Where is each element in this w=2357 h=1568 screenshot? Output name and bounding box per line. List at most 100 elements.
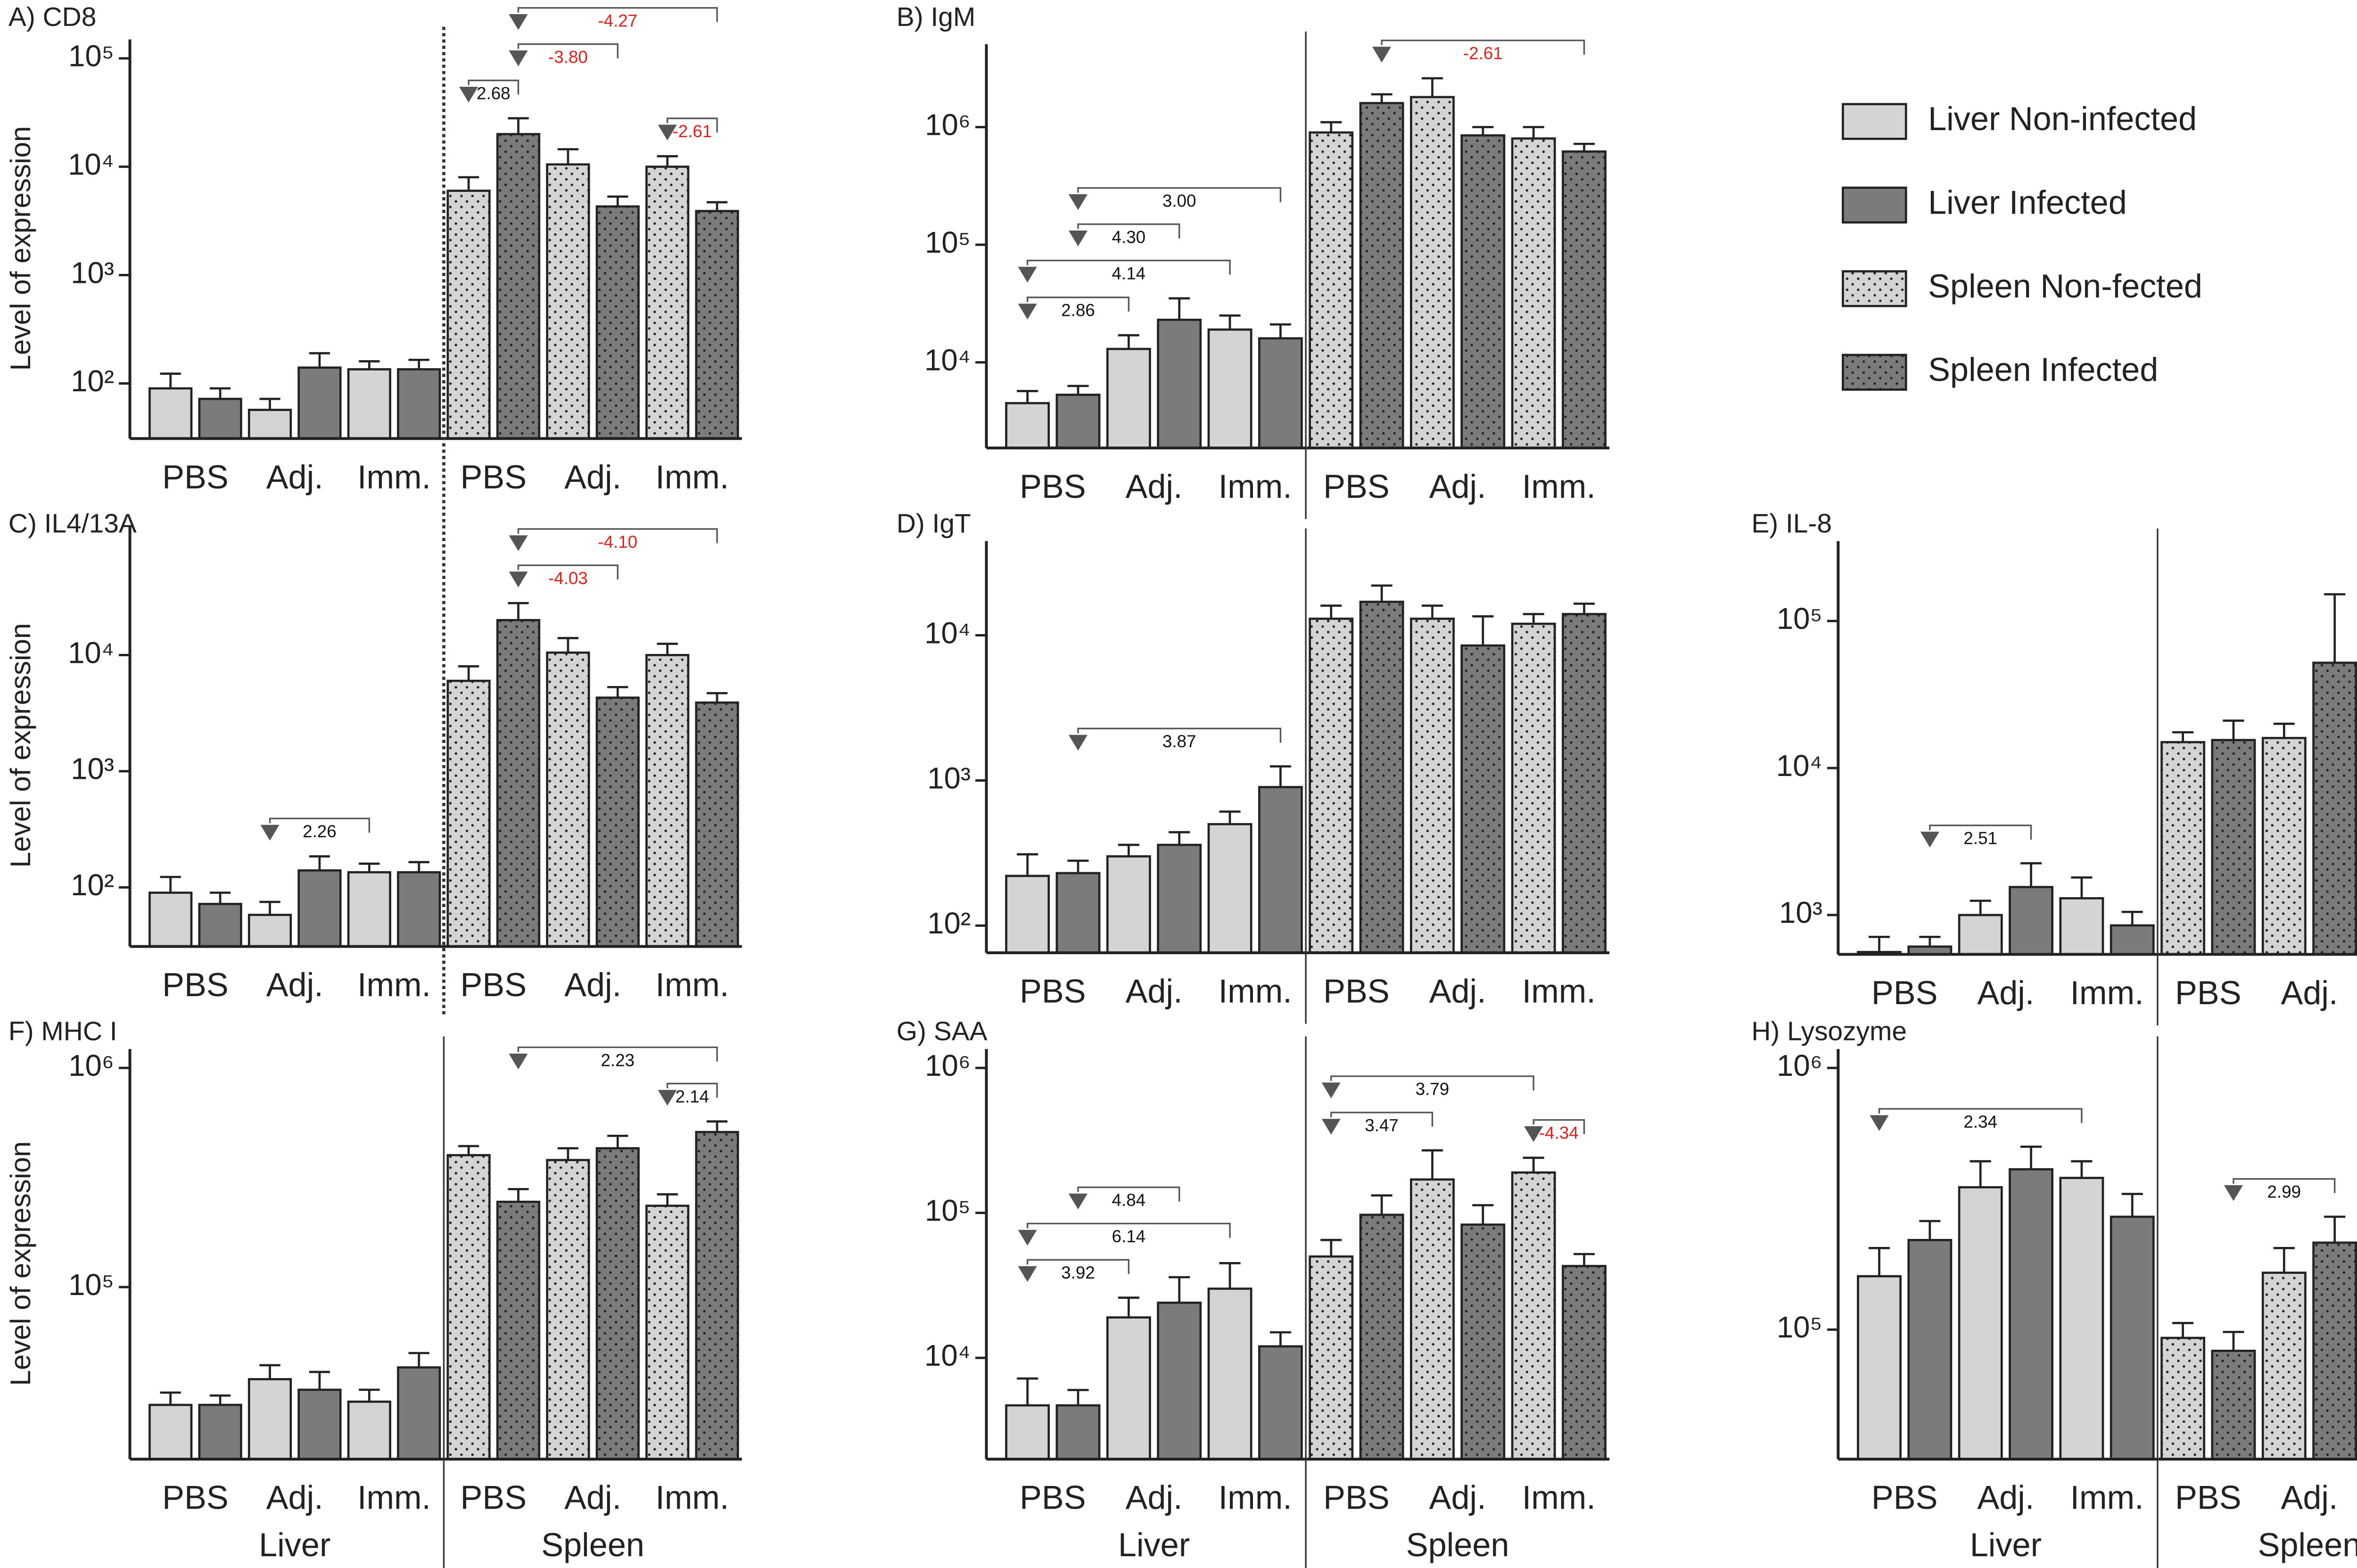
bar [1106, 855, 1151, 954]
x-tick-label: Imm. [2070, 1479, 2144, 1516]
comparison-bracket [1026, 1222, 1231, 1238]
bar [2009, 1168, 2053, 1461]
y-tick-label: 10² [927, 907, 971, 940]
comparison-arrow [509, 1053, 528, 1070]
x-tick-label: Adj. [2281, 1479, 2338, 1516]
panel-title: A) CD8 [8, 2, 96, 32]
comparison-arrow [1372, 47, 1392, 63]
bar [1958, 914, 2003, 956]
y-tick-label: 10⁴ [1776, 749, 1822, 783]
y-tick-label: 10⁵ [1777, 1311, 1822, 1344]
x-tick-label: PBS [461, 458, 527, 495]
bar [1511, 622, 1556, 954]
comparison-bracket [1077, 223, 1180, 239]
bar [1055, 394, 1101, 449]
comparison-label: 4.14 [1112, 264, 1146, 283]
bar [2261, 1271, 2307, 1461]
x-tick-label: Adj. [1125, 1479, 1182, 1516]
bar [2312, 1241, 2357, 1461]
comparison-label: 2.68 [477, 83, 511, 103]
y-tick-label: 10³ [1779, 896, 1822, 930]
x-tick-label: Imm. [2070, 974, 2144, 1011]
bar [446, 679, 491, 948]
comparison-arrow [1018, 266, 1037, 283]
bar [198, 903, 242, 948]
comparison-label: 4.84 [1112, 1190, 1146, 1210]
bar [1511, 137, 1556, 449]
x-tick-label: PBS [2175, 1479, 2242, 1516]
y-tick-label: 10² [71, 364, 114, 398]
comparison-bracket [517, 7, 718, 22]
x-tick-label: Adj. [2281, 974, 2338, 1011]
panel-title: C) IL4/13A [8, 509, 137, 538]
x-tick-label: Imm. [1219, 1479, 1292, 1516]
x-tick-label: Imm. [655, 966, 729, 1003]
comparison-label: 3.79 [1416, 1080, 1450, 1099]
bar [297, 1388, 342, 1461]
comparison-bracket [468, 79, 519, 95]
comparison-arrow [1524, 1126, 1543, 1142]
comparison-arrow [1068, 194, 1088, 210]
comparison-bracket [1026, 259, 1231, 275]
legend-swatch [1842, 103, 1907, 140]
comparison-bracket [1878, 1108, 2083, 1123]
legend-label: Spleen Non-fected [1928, 267, 2202, 305]
legend: Liver Non-infected Liver Infected Spleen N… [1842, 100, 2202, 391]
comparison-bracket [1077, 727, 1282, 743]
comparison-bracket [2233, 1178, 2336, 1193]
x-tick-label: Adj. [1977, 1479, 2034, 1516]
x-tick-label: PBS [1871, 974, 1938, 1011]
panel: D) IgT 10² 10³ 10⁴ PBS Adj. Imm. PBS Adj. Imm. 3.8… [897, 509, 1610, 1024]
bar [1005, 402, 1050, 449]
bar [645, 654, 690, 948]
comparison-bracket [269, 817, 370, 833]
x-tick-label: PBS [162, 458, 229, 495]
comparison-bracket [1533, 1119, 1585, 1134]
x-tick-label: PBS [162, 1479, 229, 1516]
bar [1562, 613, 1607, 954]
bar [1460, 644, 1506, 954]
bar [1309, 618, 1354, 954]
panel: G) SAA 10⁴ 10⁵ 10⁶ PBS Adj. Imm. PBS Adj. Imm. Liv… [897, 1017, 1610, 1568]
comparison-label: 3.87 [1162, 732, 1196, 751]
bar [1207, 1287, 1253, 1461]
comparison-bracket [1330, 1112, 1434, 1127]
bar [297, 366, 342, 440]
y-tick-label: 10³ [71, 256, 114, 289]
comparison-label: 2.14 [676, 1087, 709, 1106]
x-tick-label: Imm. [1522, 468, 1596, 505]
bar [595, 205, 640, 440]
comparison-arrow [1068, 230, 1088, 247]
y-tick-label: 10⁴ [68, 636, 114, 669]
comparison-label: 6.14 [1112, 1227, 1146, 1246]
bar [1055, 872, 1101, 954]
comparison-arrow [509, 50, 528, 66]
x-tick-label: Adj. [266, 458, 323, 495]
x-tick-label: Adj. [1429, 468, 1486, 505]
bar [1511, 1171, 1556, 1461]
bar [695, 701, 739, 948]
bar [2160, 1337, 2206, 1461]
bar [446, 1154, 491, 1461]
y-tick-label: 10⁵ [925, 1194, 971, 1228]
x-tick-label: Adj. [1977, 974, 2034, 1011]
bar [2261, 737, 2307, 956]
comparison-bracket [1026, 1259, 1129, 1274]
bar [1106, 1316, 1151, 1461]
panel-title: H) Lysozyme [1751, 1017, 1907, 1047]
bar [1055, 1404, 1101, 1461]
bar [347, 871, 391, 948]
panel: F) MHC I Level of expression 10⁵ 10⁶ PBS Adj.… [4, 1017, 742, 1568]
panel-title: F) MHC I [8, 1017, 117, 1047]
comparison-label: -4.10 [598, 532, 637, 552]
comparison-arrow [509, 571, 528, 587]
comparison-label: 3.47 [1365, 1116, 1399, 1135]
y-tick-label: 10⁴ [924, 343, 971, 377]
bar [397, 1366, 441, 1461]
bar [247, 914, 292, 948]
group-label: Liver [259, 1526, 330, 1563]
comparison-bracket [1077, 187, 1282, 202]
comparison-arrow [1321, 1082, 1341, 1098]
bar [1157, 1301, 1202, 1461]
bar [1460, 134, 1506, 449]
